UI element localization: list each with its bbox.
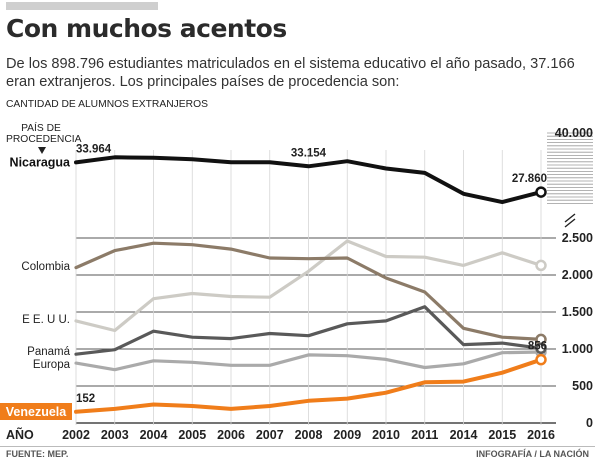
credit-note: INFOGRAFÍA / LA NACIÓN	[476, 449, 589, 459]
x-tick-label: 2007	[256, 428, 284, 442]
y-tick-label-upper: 40.000	[555, 126, 593, 140]
x-tick-label: 2016	[527, 428, 555, 442]
series-end-marker-venezuela	[535, 353, 547, 366]
series-end-marker-panama	[535, 342, 547, 355]
series-line-eeuu	[74, 239, 543, 333]
y-tick-label: 1.000	[562, 342, 593, 356]
y-tick-label: 1.500	[562, 305, 593, 319]
series-end-marker-eeuu	[535, 259, 547, 272]
x-tick-label: 2005	[178, 428, 206, 442]
header-pointer-icon	[38, 147, 46, 154]
series-label-nicaragua: Nicaragua	[10, 155, 71, 169]
y-tick-label: 500	[572, 379, 593, 393]
y-tick-label: 0	[586, 416, 593, 430]
axis-break-mark	[564, 213, 576, 223]
data-label: 152	[76, 393, 95, 405]
series-label-europa: Europa	[33, 359, 71, 371]
data-label: 856	[528, 341, 547, 353]
data-label: 33.154	[291, 147, 327, 159]
series-label-eeuu: E E. U U.	[22, 314, 70, 326]
y-axis-title: CANTIDAD DE ALUMNOS EXTRANJEROS	[6, 99, 208, 110]
y-tick-label: 2.500	[562, 231, 593, 245]
source-note: FUENTE: MEP.	[6, 449, 69, 459]
series-label-panama: Panamá	[27, 346, 70, 358]
series-label-colombia: Colombia	[21, 261, 70, 273]
x-axis-label: AÑO	[6, 427, 34, 442]
y-tick-label: 2.000	[562, 268, 593, 282]
series-label-venezuela: Venezuela	[6, 405, 67, 419]
x-tick-label: 2006	[217, 428, 245, 442]
series-label-box-venezuela	[0, 403, 72, 420]
x-tick-label: 2004	[140, 428, 168, 442]
header-accent-bar	[6, 2, 158, 10]
footer-divider	[0, 446, 595, 447]
series-end-marker-nicaragua	[535, 186, 547, 198]
x-tick-label: 2002	[62, 428, 90, 442]
series-line-colombia	[74, 241, 543, 341]
x-tick-label: 2003	[101, 428, 129, 442]
data-label: 33.964	[76, 143, 112, 155]
axis-break-mark	[564, 218, 576, 228]
x-tick-label: 2014	[450, 428, 478, 442]
page-subtitle: De los 898.796 estudiantes matriculados …	[6, 56, 575, 90]
data-label: 27.860	[512, 173, 547, 185]
x-tick-label: 2010	[372, 428, 400, 442]
x-tick-label: 2015	[488, 428, 516, 442]
series-line-nicaragua	[74, 155, 543, 205]
x-tick-label: 2008	[295, 428, 323, 442]
country-column-header: PAÍS DE PROCEDENCIA	[6, 123, 82, 145]
series-line-europa	[74, 350, 543, 372]
page-title: Con muchos acentos	[6, 14, 287, 43]
series-line-venezuela	[74, 357, 543, 414]
x-tick-label: 2009	[333, 428, 361, 442]
x-tick-label: 2011	[411, 428, 438, 442]
series-line-panama	[74, 305, 543, 356]
